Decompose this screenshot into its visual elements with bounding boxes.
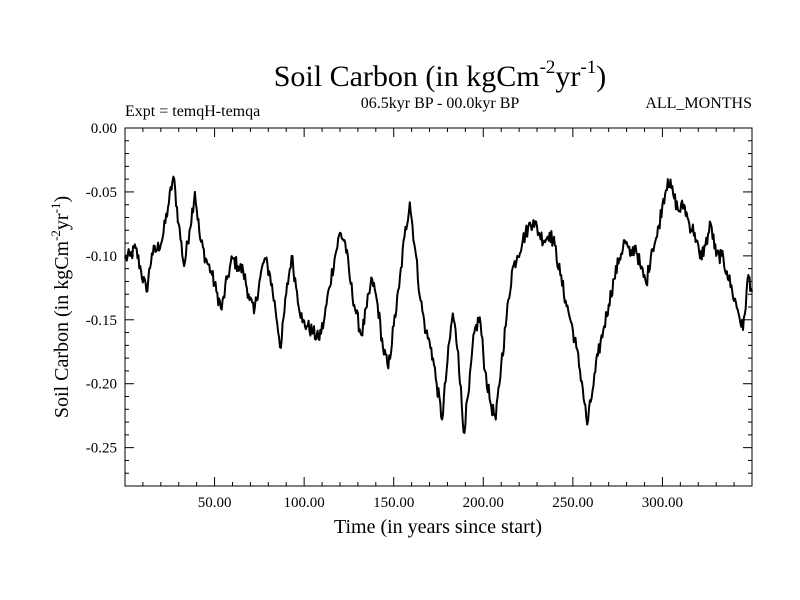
- plot-frame: [124, 127, 753, 487]
- y-tick-label: -0.20: [86, 377, 117, 393]
- y-tick-label: -0.05: [86, 185, 117, 201]
- y-tick-label: -0.10: [86, 249, 117, 265]
- x-tick-label: 100.00: [284, 495, 325, 511]
- x-tick-label: 200.00: [463, 495, 504, 511]
- x-tick-label: 150.00: [373, 495, 414, 511]
- y-tick-label: 0.00: [91, 121, 117, 137]
- y-axis-label: Soil Carbon (in kgCm-2yr-1): [48, 196, 73, 418]
- chart-title: Soil Carbon (in kgCm-2yr-1): [274, 57, 607, 93]
- x-tick-label: 250.00: [552, 495, 593, 511]
- x-tick-label: 50.00: [198, 495, 232, 511]
- x-axis-label: Time (in years since start): [334, 516, 542, 538]
- y-tick-label: -0.15: [86, 313, 117, 329]
- x-axis-ticks: 50.00 100.00 150.00 200.00 250.00 300.00: [142, 128, 735, 511]
- y-tick-label: -0.25: [86, 441, 117, 457]
- soil-carbon-series-line: [124, 175, 753, 434]
- period-label: 06.5kyr BP - 00.0kyr BP: [361, 95, 520, 112]
- months-label: ALL_MONTHS: [645, 95, 752, 112]
- y-axis-ticks: 0.00 -0.05 -0.10 -0.15 -0.20 -0.25: [86, 121, 752, 474]
- x-tick-label: 300.00: [642, 495, 683, 511]
- experiment-label: Expt = temqH-temqa: [125, 103, 260, 120]
